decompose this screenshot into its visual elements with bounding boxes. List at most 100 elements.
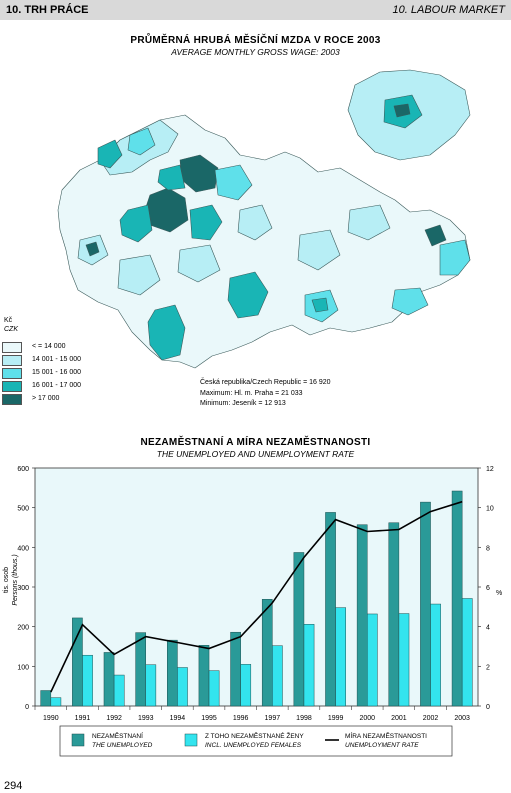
map-region	[147, 304, 186, 361]
map-region	[439, 239, 471, 276]
bar-unemployed	[388, 522, 400, 707]
map-unit-en: CZK	[4, 326, 18, 333]
legend-swatch	[2, 355, 22, 366]
map-region	[119, 204, 153, 243]
bar-unemployed	[356, 524, 368, 707]
bar-unemployed	[103, 652, 115, 707]
legend-label: < = 14 000	[32, 343, 66, 350]
legend-label: NEZAMĚSTNANÍ	[92, 731, 143, 740]
x-tick-label: 1990	[43, 715, 59, 722]
legend-label-en: THE UNEMPLOYED	[92, 742, 153, 749]
bar-unemployed	[293, 552, 305, 707]
bar-unemployed	[135, 632, 146, 707]
page-number: 294	[4, 780, 23, 792]
map-region	[311, 297, 329, 313]
map-region	[85, 241, 100, 257]
map-title: PRŮMĚRNÁ HRUBÁ MĚSÍČNÍ MZDA V ROCE 2003	[130, 35, 381, 46]
x-tick-label: 1997	[265, 715, 281, 722]
legend-swatch	[2, 368, 22, 379]
map-region	[227, 271, 269, 319]
bar-females	[208, 670, 220, 707]
y2-tick-label: 6	[486, 585, 490, 592]
bar-unemployed	[261, 599, 273, 707]
bar-females	[335, 607, 346, 707]
y2-axis-label: %	[496, 590, 502, 597]
map-region	[214, 164, 253, 201]
section-title-cz: 10. TRH PRÁCE	[6, 4, 89, 16]
map-stat-max: Maximum: Hl. m. Praha = 21 033	[200, 390, 303, 397]
map-region	[157, 164, 186, 191]
legend-swatch	[2, 381, 22, 392]
bar-unemployed	[167, 639, 178, 707]
legend-swatch	[71, 733, 85, 747]
y2-tick-label: 4	[486, 625, 490, 632]
bar-unemployed	[325, 512, 336, 707]
x-tick-label: 1991	[75, 715, 91, 722]
page-header: 10. TRH PRÁCE 10. LABOUR MARKET	[0, 0, 511, 20]
plot-area	[34, 467, 479, 707]
legend-swatch	[2, 394, 22, 405]
y-tick-label: 300	[17, 585, 29, 592]
legend-label-en: UNEMPLOYMENT RATE	[345, 742, 419, 749]
bar-females	[113, 674, 125, 707]
bar-unemployed	[40, 690, 52, 707]
x-tick-label: 1993	[138, 715, 154, 722]
y-axis-label-en: Persons (thous.)	[12, 554, 19, 605]
x-tick-label: 2000	[359, 715, 375, 722]
y2-tick-label: 8	[486, 545, 490, 552]
legend-label-en: INCL. UNEMPLOYED FEMALES	[205, 742, 302, 749]
map-region	[177, 244, 221, 283]
bar-unemployed	[420, 501, 431, 707]
x-tick-label: 1996	[233, 715, 249, 722]
bar-unemployed	[451, 490, 463, 707]
bar-females	[145, 664, 157, 707]
y2-tick-label: 0	[486, 704, 490, 711]
legend-label: 16 001 - 17 000	[32, 382, 82, 389]
map-region	[347, 204, 391, 241]
map-region	[117, 254, 161, 296]
map-region	[97, 139, 123, 169]
wage-map	[57, 69, 471, 369]
chart-title: NEZAMĚSTNANÍ A MÍRA NEZAMĚSTNANOSTI	[140, 437, 371, 448]
bar-females	[367, 613, 378, 707]
bar-unemployed	[198, 645, 210, 707]
y2-tick-label: 2	[486, 664, 490, 671]
bar-unemployed	[72, 617, 83, 707]
legend-label: 14 001 - 15 000	[32, 356, 82, 363]
chart-subtitle: THE UNEMPLOYED AND UNEMPLOYMENT RATE	[156, 449, 355, 459]
y-tick-label: 400	[17, 545, 29, 552]
rate-line	[50, 500, 463, 693]
y-tick-label: 600	[17, 466, 29, 473]
y-tick-label: 200	[17, 625, 29, 632]
map-region	[237, 204, 273, 241]
bar-females	[303, 624, 315, 707]
bar-females	[461, 598, 473, 707]
unemployment-chart: 0 100 200 300 400 500 600 0 2 4 6 8 10 12 1990 1991 1992…	[3, 466, 502, 757]
y2-tick-label: 12	[486, 466, 494, 473]
map-stat-min: Minimum: Jeseník = 12 913	[200, 400, 286, 407]
x-tick-label: 1992	[106, 715, 122, 722]
x-tick-label: 2002	[423, 715, 439, 722]
x-tick-label: 2003	[454, 715, 470, 722]
y-tick-label: 0	[25, 704, 29, 711]
x-tick-label: 1998	[296, 715, 312, 722]
map-region	[189, 204, 223, 241]
x-tick-label: 1999	[328, 715, 344, 722]
bar-females	[430, 603, 441, 707]
map-stat-cr: Česká republika/Czech Republic = 16 920	[200, 379, 331, 386]
x-tick-label: 1995	[201, 715, 217, 722]
y-axis-label: tis. osob	[3, 567, 10, 593]
legend-label: Z TOHO NEZAMĚSTNANÉ ŽENY	[205, 731, 304, 740]
bar-females	[50, 697, 62, 707]
chart-legend	[59, 725, 453, 757]
map-region	[297, 229, 341, 271]
map-subtitle: AVERAGE MONTHLY GROSS WAGE: 2003	[171, 47, 340, 57]
legend-swatch	[184, 733, 198, 747]
y-tick-label: 500	[17, 506, 29, 513]
map-region	[424, 224, 447, 247]
bar-females	[398, 613, 410, 707]
bar-females	[272, 645, 283, 707]
bar-females	[177, 667, 188, 707]
legend-swatch	[2, 342, 22, 353]
y2-tick-label: 10	[486, 506, 494, 513]
